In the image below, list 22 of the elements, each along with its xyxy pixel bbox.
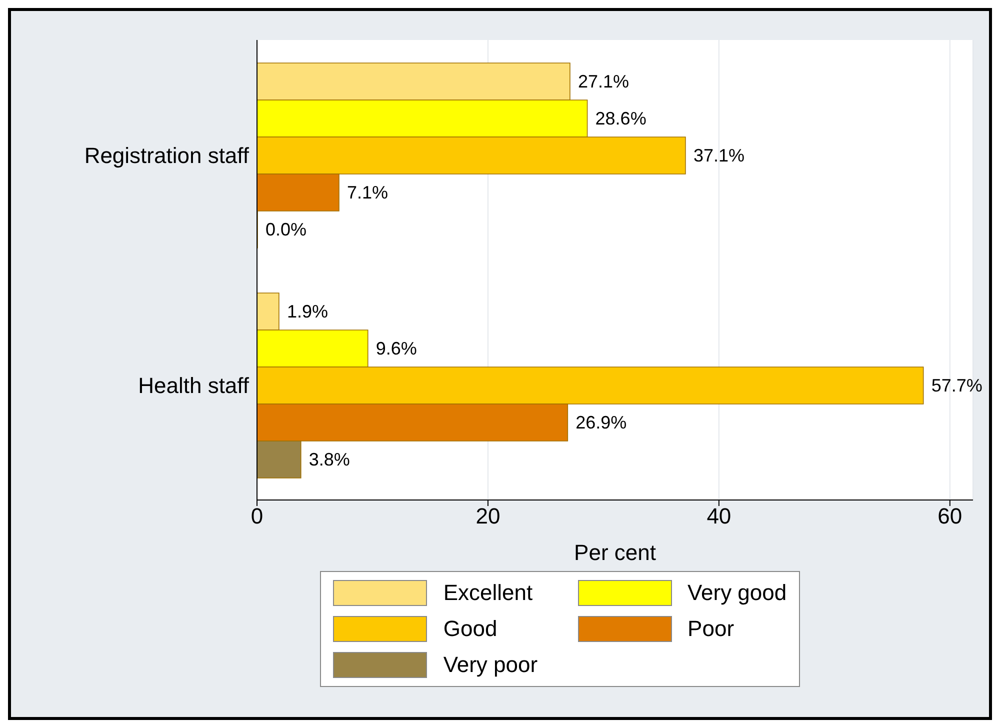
data-label: 3.8% <box>308 450 350 470</box>
data-label: 27.1% <box>578 72 630 92</box>
data-label: 26.9% <box>576 412 627 432</box>
legend-label: Very poor <box>443 652 538 678</box>
legend-label: Very good <box>688 580 787 606</box>
x-tick-label: 0 <box>250 504 264 529</box>
y-tick-label: Health staff <box>138 372 250 398</box>
data-label: 37.1% <box>693 146 744 166</box>
data-label: 1.9% <box>286 302 328 322</box>
data-label: 9.6% <box>376 338 417 358</box>
data-label: 57.7% <box>931 376 982 396</box>
x-axis-title: Per cent <box>574 540 656 565</box>
data-label: 0.0% <box>266 220 307 240</box>
x-tick-label: 60 <box>938 504 962 529</box>
x-tick-label: 40 <box>706 504 732 529</box>
x-tick-label: 20 <box>476 504 500 529</box>
legend-label: Good <box>443 616 498 642</box>
legend-label: Excellent <box>443 580 533 606</box>
y-tick-label: Registration staff <box>84 142 250 168</box>
legend-label: Poor <box>688 616 734 642</box>
data-label: 7.1% <box>346 182 388 202</box>
data-label: 28.6% <box>595 108 646 128</box>
